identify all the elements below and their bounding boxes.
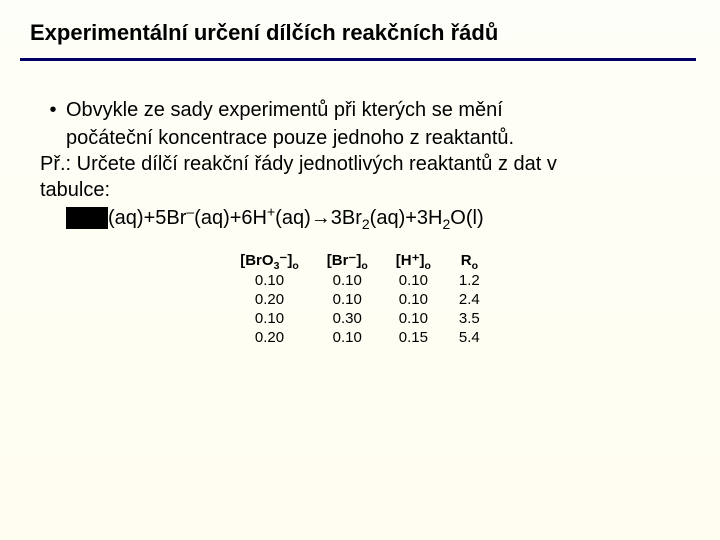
cell: 3.5 (445, 309, 494, 328)
table-row: 0.10 0.30 0.10 3.5 (226, 309, 494, 328)
table-body: 0.10 0.10 0.10 1.2 0.20 0.10 0.10 2.4 0.… (226, 271, 494, 347)
cell: 2.4 (445, 290, 494, 309)
data-table-wrap: [BrO3⁻]o [Br⁻]o [H⁺]o Ro 0.10 0.10 0.10 … (40, 249, 680, 347)
col-header-bro3: [BrO3⁻]o (226, 249, 313, 271)
cell: 0.20 (226, 328, 313, 347)
cell: 0.10 (313, 290, 382, 309)
col-header-h: [H⁺]o (382, 249, 445, 271)
cell: 0.10 (313, 271, 382, 290)
content-area: • Obvykle ze sady experimentů při kterýc… (0, 61, 720, 347)
cell: 0.10 (382, 271, 445, 290)
cell: 0.10 (382, 290, 445, 309)
bullet-text-line2: počáteční koncentrace pouze jednoho z re… (40, 125, 680, 151)
redaction-box (66, 207, 108, 229)
cell: 0.20 (226, 290, 313, 309)
cell: 0.30 (313, 309, 382, 328)
example-line2: tabulce: (40, 177, 680, 203)
cell: 0.10 (382, 309, 445, 328)
cell: 0.15 (382, 328, 445, 347)
table-row: 0.10 0.10 0.10 1.2 (226, 271, 494, 290)
slide: Experimentální určení dílčích reakčních … (0, 0, 720, 540)
title-region: Experimentální určení dílčích reakčních … (0, 0, 720, 54)
cell: 0.10 (226, 309, 313, 328)
cell: 1.2 (445, 271, 494, 290)
table-header-row: [BrO3⁻]o [Br⁻]o [H⁺]o Ro (226, 249, 494, 271)
col-header-br: [Br⁻]o (313, 249, 382, 271)
slide-title: Experimentální určení dílčích reakčních … (30, 20, 690, 46)
bullet-marker: • (40, 97, 66, 123)
cell: 0.10 (313, 328, 382, 347)
bullet-item: • Obvykle ze sady experimentů při kterýc… (40, 97, 680, 123)
example-line1: Př.: Určete dílčí reakční řády jednotliv… (40, 151, 680, 177)
cell: 0.10 (226, 271, 313, 290)
table-row: 0.20 0.10 0.10 2.4 (226, 290, 494, 309)
equation-row: (aq)+5Br–(aq)+6H+(aq)→3Br2(aq)+3H2O(l) (40, 205, 680, 231)
equation-text: (aq)+5Br–(aq)+6H+(aq)→3Br2(aq)+3H2O(l) (108, 205, 484, 231)
cell: 5.4 (445, 328, 494, 347)
col-header-r: Ro (445, 249, 494, 271)
bullet-text-line1: Obvykle ze sady experimentů při kterých … (66, 97, 503, 123)
table-row: 0.20 0.10 0.15 5.4 (226, 328, 494, 347)
data-table: [BrO3⁻]o [Br⁻]o [H⁺]o Ro 0.10 0.10 0.10 … (226, 249, 494, 347)
